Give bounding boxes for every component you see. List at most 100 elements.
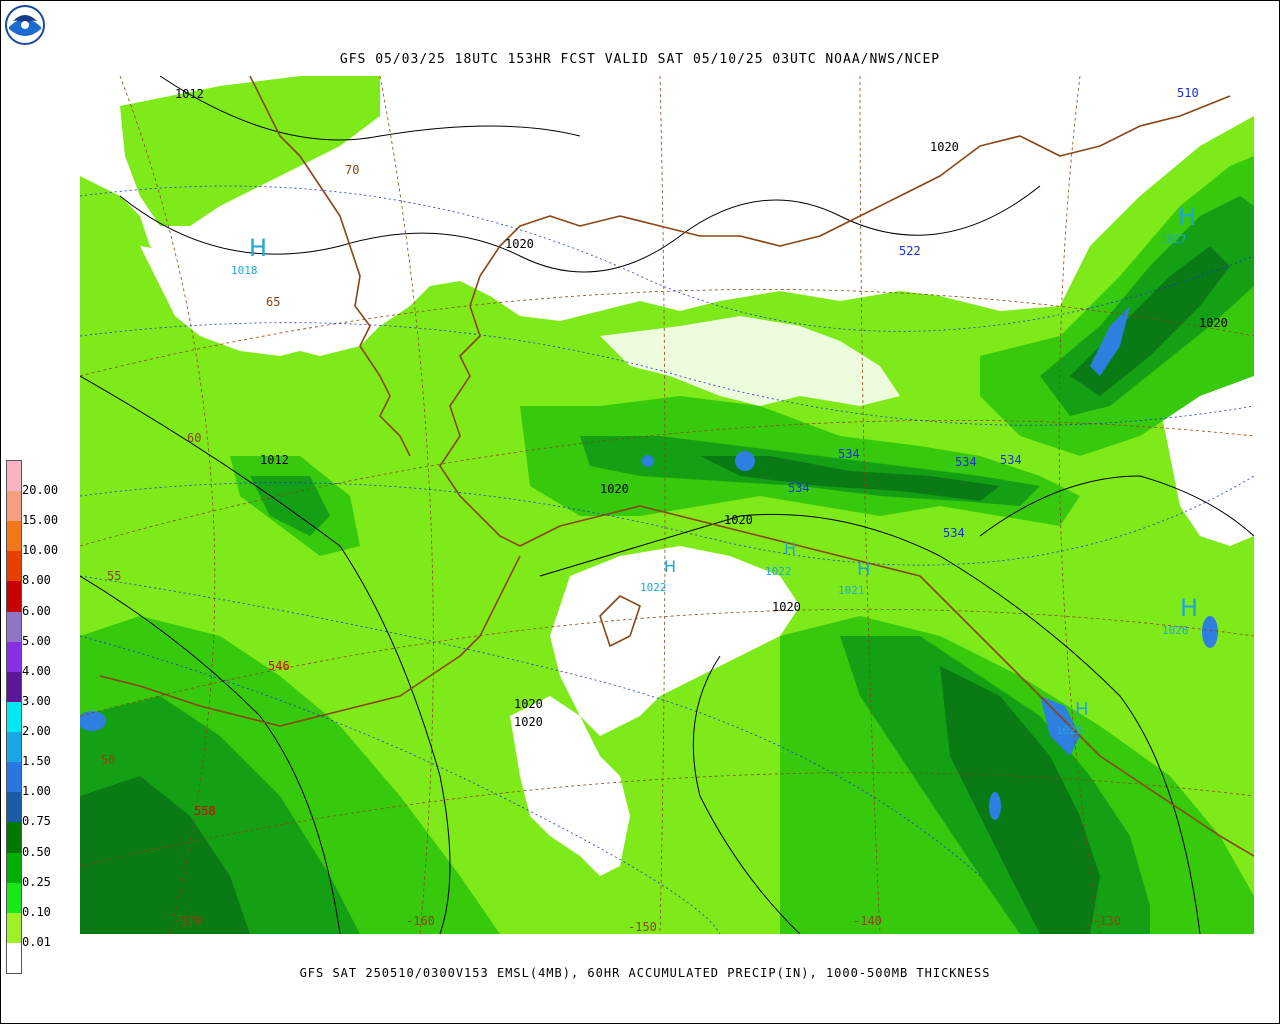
- thickness-label: 522: [899, 244, 921, 258]
- high-pressure-marker: H: [664, 557, 677, 576]
- longitude-label: -170: [173, 914, 202, 928]
- precip-darkgreen-nw: [250, 476, 330, 536]
- coast-aleutians: [99, 555, 521, 727]
- thickness-label: 534: [838, 447, 860, 461]
- high-pressure-value: 1022: [765, 565, 792, 578]
- isobar-label: 1012: [260, 453, 289, 467]
- latitude-label: 70: [345, 163, 360, 177]
- high-pressure-value: 1018: [231, 264, 258, 277]
- legend-label: 3.00: [22, 693, 51, 708]
- precip-blue-c1: [735, 451, 755, 471]
- legend-label: 0.01: [22, 934, 51, 949]
- longitude-label: -160: [406, 914, 435, 928]
- legend-swatch: [7, 822, 21, 854]
- isobar-label: 1020: [514, 715, 543, 729]
- legend-swatch: [7, 491, 21, 522]
- legend-swatch: [7, 882, 21, 914]
- coast-panhandle: [919, 575, 1254, 857]
- thickness-label: 534: [955, 455, 977, 469]
- legend-swatch: [7, 521, 21, 552]
- precip-deepgreen-central: [700, 456, 1000, 501]
- chart-title: GFS 05/03/25 18UTC 153HR FCST VALID SAT …: [339, 52, 941, 67]
- legend-label: 15.00: [22, 513, 59, 528]
- precip-deepgreen-se: [940, 666, 1100, 934]
- latitude-label: 55: [107, 569, 122, 583]
- legend-label: 4.00: [22, 663, 51, 678]
- legend-swatch: [7, 852, 21, 884]
- isobar-label: 1020: [724, 513, 753, 527]
- no-precip-west-lobe: [140, 246, 320, 356]
- no-precip-gulf: [550, 546, 800, 736]
- legend-swatch: [7, 611, 21, 643]
- legend-label: 2.00: [22, 724, 51, 739]
- legend-label: 0.50: [22, 844, 51, 859]
- precip-blue-ne: [1090, 306, 1130, 376]
- high-pressure-value: 1022: [640, 581, 667, 594]
- coast-alaska-north: [479, 95, 1231, 277]
- high-pressure-marker: H: [249, 234, 268, 262]
- high-pressure-marker: H: [1178, 203, 1197, 231]
- legend-label: 10.00: [22, 543, 59, 558]
- no-precip-south: [510, 696, 630, 876]
- isobar-label: 1020: [514, 697, 543, 711]
- high-pressure-value: 1023: [1056, 724, 1083, 737]
- high-pressure-marker: H: [1180, 594, 1199, 622]
- isobar-label: 1020: [772, 600, 801, 614]
- legend-label: 0.25: [22, 874, 51, 889]
- precip-color-legend: [6, 460, 22, 974]
- coast-kodiak: [599, 595, 641, 647]
- longitude-label: -130: [1092, 914, 1121, 928]
- precip-deepgreen-west: [80, 776, 250, 934]
- no-precip-top-left: [120, 76, 380, 226]
- thickness-label-red: 546: [268, 659, 290, 673]
- latitude-label: 50: [101, 753, 116, 767]
- legend-swatch: [7, 701, 21, 733]
- precip-blue-se2: [1202, 616, 1218, 648]
- longitude-label: -140: [853, 914, 882, 928]
- high-pressure-value: 1027: [1160, 233, 1187, 246]
- thickness-label: 534: [943, 526, 965, 540]
- precip-blue-s: [989, 792, 1001, 820]
- legend-swatch: [7, 641, 21, 673]
- thickness-label: 534: [788, 481, 810, 495]
- high-pressure-value: 1026: [1162, 624, 1189, 637]
- isobar-label: 1020: [600, 482, 629, 496]
- legend-swatch: [7, 762, 21, 793]
- high-pressure-value: 1021: [838, 584, 865, 597]
- precip-blue-sw: [80, 711, 106, 731]
- legend-swatch: [7, 792, 21, 823]
- no-precip-north: [80, 76, 1254, 356]
- legend-label: 0.75: [22, 814, 51, 829]
- isobar-label: 1020: [930, 140, 959, 154]
- noaa-logo-icon: [5, 5, 45, 45]
- isobar-label: 1012: [175, 87, 204, 101]
- precip-blue-se: [1040, 696, 1080, 756]
- isobar-label: 1020: [1199, 316, 1228, 330]
- legend-swatch: [7, 581, 21, 613]
- thickness-label: 534: [1000, 453, 1022, 467]
- high-pressure-marker: H: [1075, 699, 1089, 720]
- isobar-label: 1020: [505, 237, 534, 251]
- legend-swatch: [7, 461, 21, 492]
- coast-alaska-west: [439, 275, 921, 577]
- latitude-label: 65: [266, 295, 281, 309]
- legend-label: 20.00: [22, 483, 59, 498]
- legend-label: 8.00: [22, 573, 51, 588]
- thickness-label: 510: [1177, 86, 1199, 100]
- thickness-label-red: 558: [194, 804, 216, 818]
- precip-blue-c2: [642, 455, 654, 467]
- high-pressure-marker: H: [784, 539, 797, 558]
- chart-footer: GFS SAT 250510/0300V153 EMSL(4MB), 60HR …: [299, 966, 991, 980]
- legend-swatch: [7, 551, 21, 582]
- legend-label: 5.00: [22, 633, 51, 648]
- legend-swatch: [7, 942, 21, 974]
- latitude-label: 60: [187, 431, 202, 445]
- legend-swatch: [7, 912, 21, 944]
- legend-label: 1.00: [22, 784, 51, 799]
- coast-asia: [249, 76, 411, 457]
- forecast-map: [80, 76, 1254, 934]
- legend-swatch: [7, 732, 21, 763]
- legend-swatch: [7, 671, 21, 703]
- legend-label: 1.50: [22, 754, 51, 769]
- high-pressure-marker: H: [857, 559, 871, 580]
